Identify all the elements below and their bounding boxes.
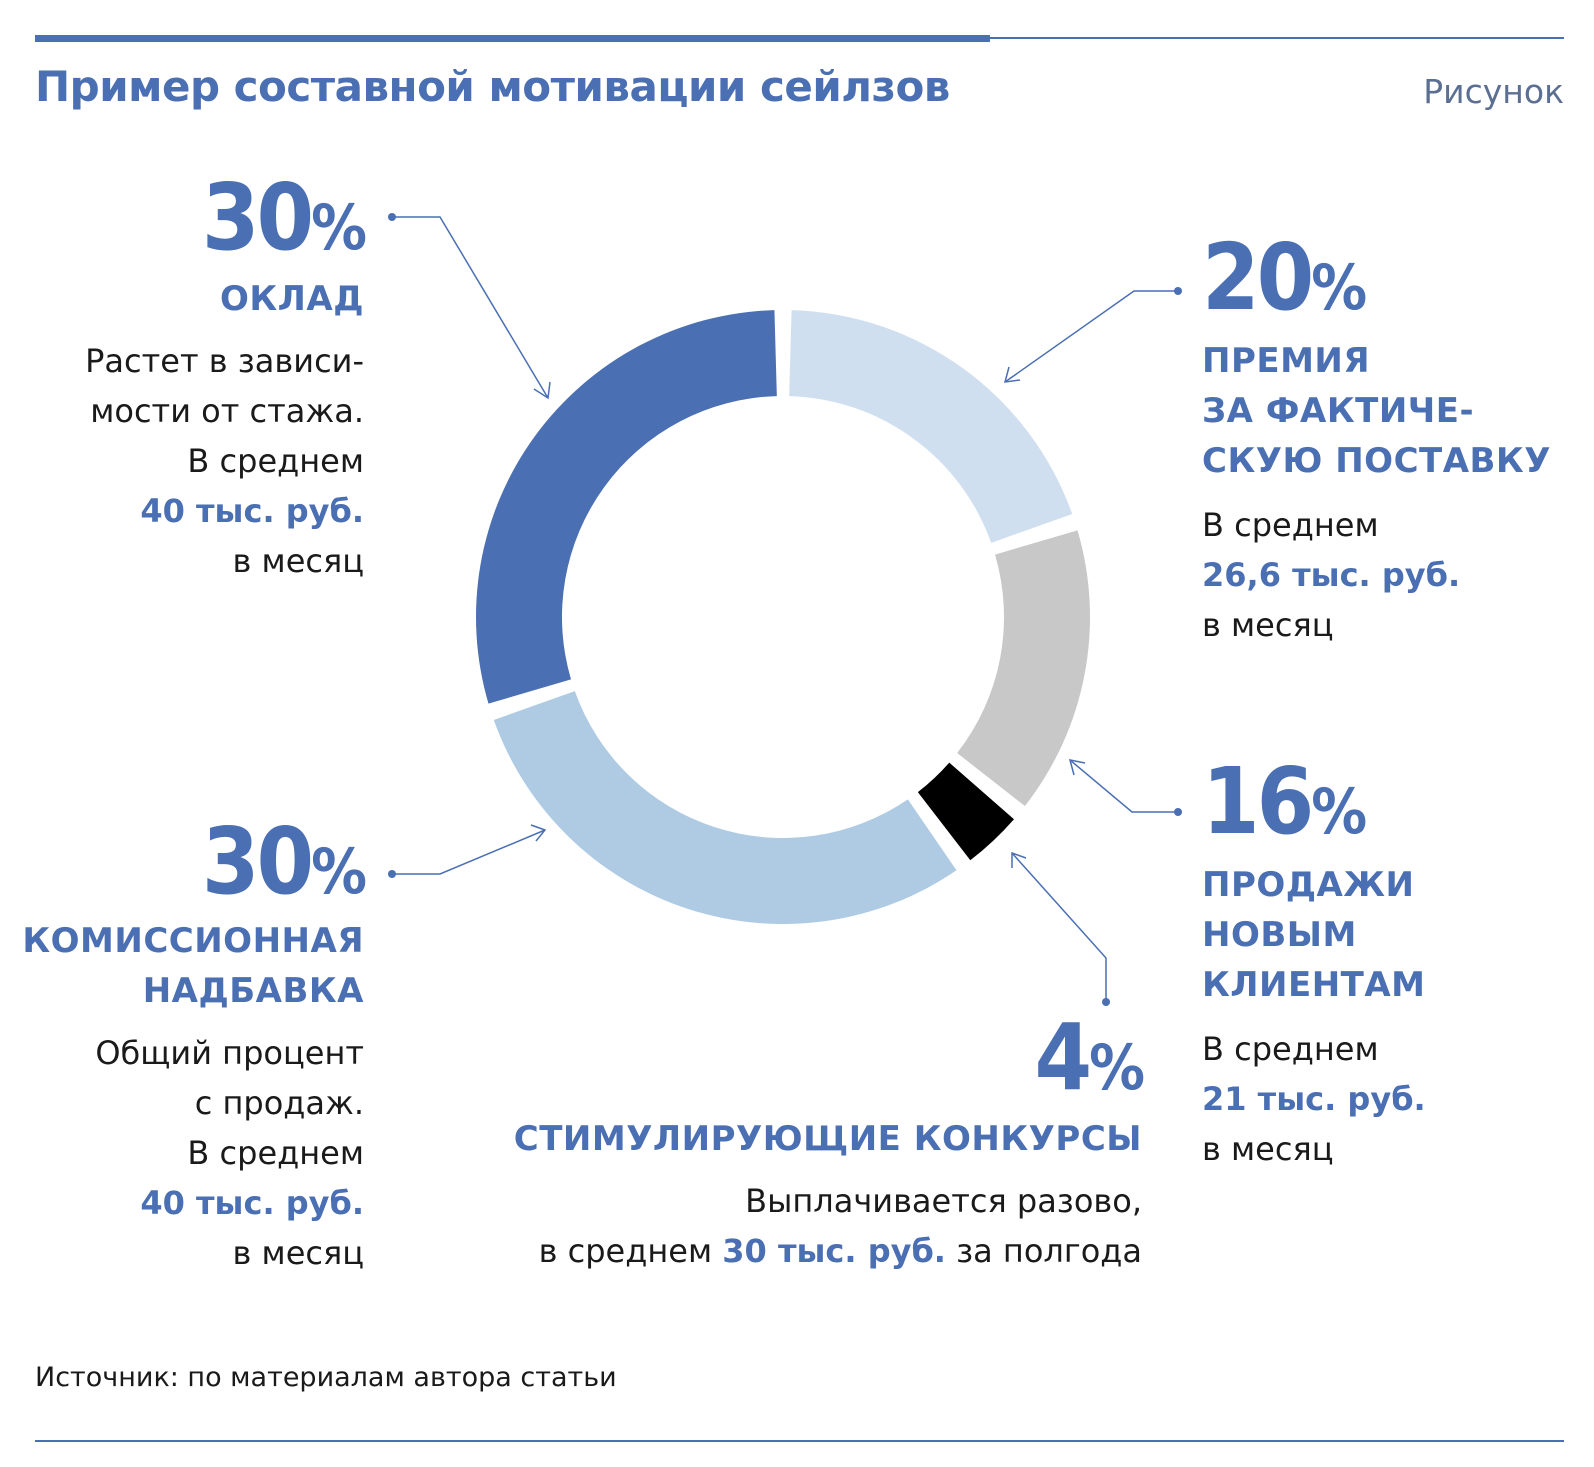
leader-line-bonus [1004, 290, 1178, 383]
desc-contests: Выплачивается разово, в среднем 30 тыс. … [538, 1182, 1142, 1270]
page-title: Пример составной мотивации сейлзов [35, 62, 950, 111]
percent-salary: 30% [201, 164, 367, 271]
annotation-new-clients: 16% ПРОДАЖИ НОВЫМ КЛИЕНТАМ В среднем 21 … [1202, 756, 1426, 1174]
leader-arrow-commission [530, 824, 547, 842]
desc-commission: Общий процент с продаж. В среднем 40 тыс… [22, 1028, 364, 1278]
top-rule-thin [990, 37, 1564, 39]
desc-new-clients: В среднем 21 тыс. руб. в месяц [1202, 1030, 1426, 1168]
leader-arrow-salary [533, 381, 551, 400]
leader-dot-commission [388, 870, 396, 878]
leader-arrow-bonus [1003, 366, 1021, 383]
leader-arrow-contests [1011, 851, 1027, 868]
amount-salary: 40 тыс. руб. [140, 492, 364, 530]
amount-contests: 30 тыс. руб. [722, 1232, 946, 1270]
top-rule [35, 35, 990, 42]
heading-commission: КОМИССИОННАЯ НАДБАВКА [22, 921, 364, 1011]
donut-slice-3 [493, 691, 957, 925]
leader-line-contests [1011, 852, 1107, 1002]
leader-line-commission [392, 829, 546, 875]
source-note: Источник: по материалам автора статьи [35, 1362, 617, 1393]
percent-new-clients: 16% [1202, 748, 1367, 855]
donut-slice-2 [917, 762, 1014, 861]
amount-new-clients: 21 тыс. руб. [1202, 1080, 1426, 1118]
percent-commission: 30% [201, 808, 367, 915]
leader-dot-bonus [1174, 287, 1182, 295]
annotation-salary: 30% ОКЛАД Растет в зависи- мости от стаж… [85, 164, 367, 586]
donut-slice-0 [789, 310, 1073, 543]
heading-contests: СТИМУЛИРУЮЩИЕ КОНКУРСЫ [513, 1119, 1142, 1159]
percent-bonus: 20% [1202, 224, 1367, 331]
donut-slice-1 [957, 530, 1090, 807]
leader-dot-contests [1102, 998, 1110, 1006]
annotation-contests: 4% СТИМУЛИРУЮЩИЕ КОНКУРСЫ Выплачивается … [513, 1004, 1145, 1276]
desc-salary: Растет в зависи- мости от стажа. В средн… [85, 342, 364, 580]
percent-contests: 4% [1034, 1004, 1145, 1111]
heading-salary: ОКЛАД [219, 279, 364, 319]
heading-new-clients: ПРОДАЖИ НОВЫМ КЛИЕНТАМ [1202, 865, 1426, 1005]
amount-bonus: 26,6 тыс. руб. [1202, 556, 1461, 594]
leader-dot-new-clients [1174, 808, 1182, 816]
annotation-bonus: 20% ПРЕМИЯ ЗА ФАКТИЧЕ- СКУЮ ПОСТАВКУ В с… [1202, 232, 1551, 650]
leader-arrow-new-clients [1068, 759, 1086, 776]
heading-bonus: ПРЕМИЯ ЗА ФАКТИЧЕ- СКУЮ ПОСТАВКУ [1202, 341, 1551, 481]
amount-commission: 40 тыс. руб. [140, 1184, 364, 1222]
figure-label: Рисунок [1423, 72, 1564, 111]
leader-line-new-clients [1069, 759, 1178, 813]
donut-slice-4 [475, 310, 777, 704]
bottom-rule [35, 1440, 1564, 1442]
annotation-commission: 30% КОМИССИОННАЯ НАДБАВКА Общий процент … [22, 808, 367, 1278]
leader-dot-salary [388, 213, 396, 221]
desc-bonus: В среднем 26,6 тыс. руб. в месяц [1202, 500, 1551, 650]
leader-line-salary [392, 216, 549, 399]
